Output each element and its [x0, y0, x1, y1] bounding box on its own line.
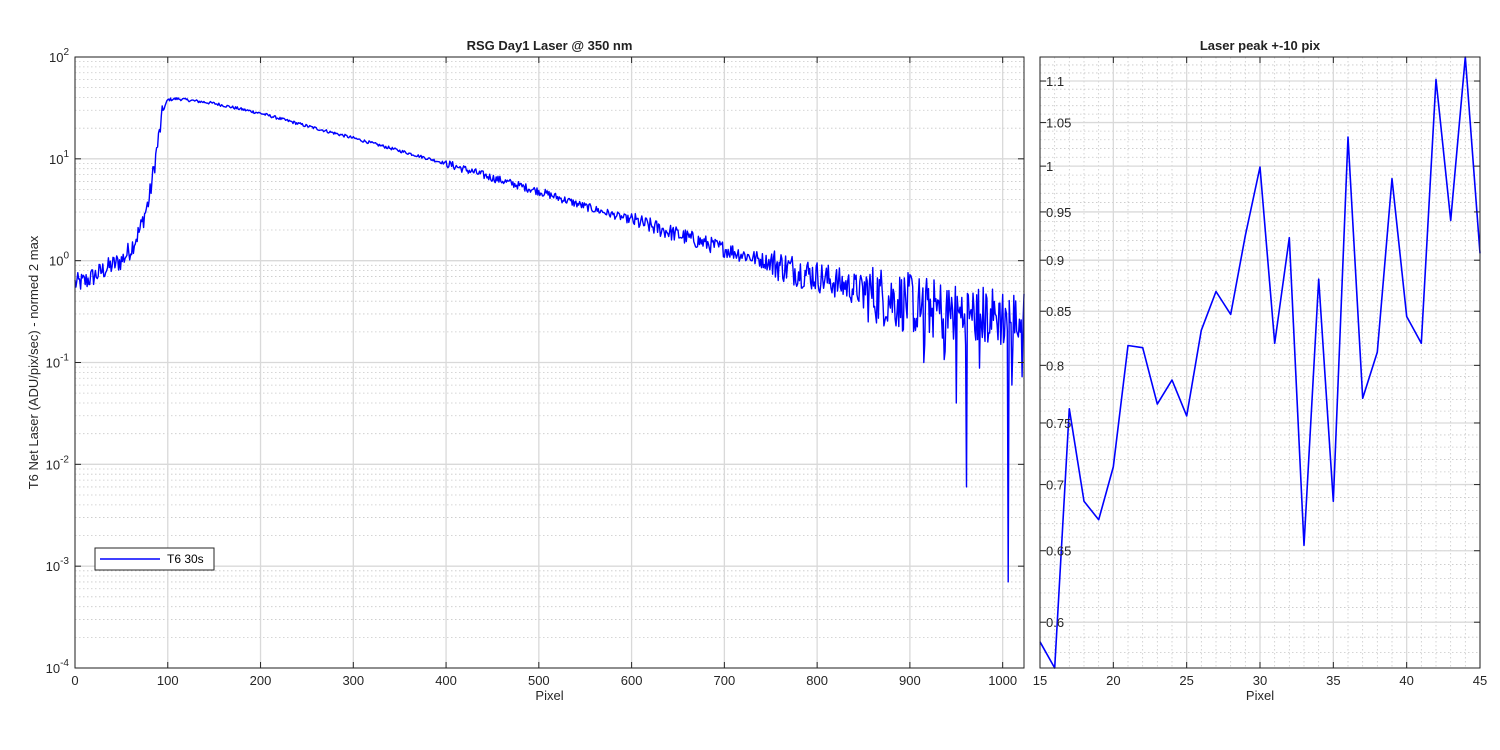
x-tick-label: 100 — [157, 673, 179, 688]
x-tick-label: 400 — [435, 673, 457, 688]
y-tick-exponent: -4 — [60, 658, 69, 669]
x-tick-label: 45 — [1473, 673, 1487, 688]
right-ticks: 15 20 25 30 35 40 45 0.6 0.65 0.7 0.75 0.8 0.85 0.9 0.… — [1033, 57, 1487, 688]
y-tick-label: 0.95 — [1046, 205, 1071, 220]
y-tick-label: 1.05 — [1046, 116, 1071, 131]
left-x-axis-label: Pixel — [535, 688, 563, 703]
y-tick-label: 0.9 — [1046, 253, 1064, 268]
y-tick-exponent: 1 — [63, 149, 69, 160]
y-tick-exponent: -3 — [60, 556, 69, 567]
x-tick-label: 1000 — [988, 673, 1017, 688]
x-tick-label: 15 — [1033, 673, 1047, 688]
right-x-axis-label: Pixel — [1246, 688, 1274, 703]
right-chart-title: Laser peak +-10 pix — [1200, 38, 1321, 53]
x-tick-label: 20 — [1106, 673, 1120, 688]
x-tick-label: 700 — [714, 673, 736, 688]
x-tick-label: 600 — [621, 673, 643, 688]
left-ticks: 0 100 200 300 400 500 600 700 800 900 100010210110… — [46, 47, 1024, 688]
left-chart-title: RSG Day1 Laser @ 350 nm — [467, 38, 633, 53]
x-tick-label: 0 — [71, 673, 78, 688]
y-tick-label: 101 — [49, 149, 69, 167]
y-tick-label: 1 — [1046, 159, 1053, 174]
x-tick-label: 800 — [806, 673, 828, 688]
x-tick-label: 30 — [1253, 673, 1267, 688]
y-tick-label: 102 — [49, 47, 69, 65]
y-tick-label: 0.7 — [1046, 478, 1064, 493]
y-tick-exponent: 2 — [63, 47, 69, 58]
y-tick-base: 10 — [46, 356, 60, 371]
x-tick-label: 900 — [899, 673, 921, 688]
y-tick-label: 0.75 — [1046, 416, 1071, 431]
left-series-line — [74, 97, 1025, 583]
legend: T6 30s — [94, 547, 215, 571]
y-tick-label: 0.8 — [1046, 358, 1064, 373]
right-grid — [1039, 57, 1481, 669]
x-tick-label: 200 — [250, 673, 272, 688]
x-tick-label: 25 — [1179, 673, 1193, 688]
y-tick-label: 10-4 — [46, 658, 70, 676]
right-series-line — [1039, 56, 1481, 669]
y-tick-label: 10-3 — [46, 556, 70, 574]
y-tick-base: 10 — [46, 661, 60, 676]
y-tick-base: 10 — [49, 254, 63, 269]
y-tick-label: 10-2 — [46, 454, 70, 472]
legend-label: T6 30s — [167, 552, 204, 566]
y-tick-base: 10 — [49, 50, 63, 65]
y-tick-label: 0.65 — [1046, 544, 1071, 559]
y-tick-label: 0.85 — [1046, 304, 1071, 319]
x-tick-label: 40 — [1399, 673, 1413, 688]
y-tick-base: 10 — [46, 559, 60, 574]
y-tick-label: 1.1 — [1046, 74, 1064, 89]
y-tick-exponent: -2 — [60, 454, 69, 465]
y-tick-label: 10-1 — [46, 353, 70, 371]
y-tick-label: 0.6 — [1046, 615, 1064, 630]
x-tick-label: 500 — [528, 673, 550, 688]
y-tick-base: 10 — [49, 152, 63, 167]
x-tick-label: 300 — [342, 673, 364, 688]
y-tick-base: 10 — [46, 457, 60, 472]
y-tick-exponent: -1 — [60, 353, 69, 364]
y-tick-exponent: 0 — [63, 251, 69, 262]
left-y-axis-label: T6 Net Laser (ADU/pix/sec) - normed 2 ma… — [26, 235, 41, 489]
right-chart: 15 20 25 30 35 40 45 0.6 0.65 0.7 0.75 0.8 0.85 0.9 0.… — [1033, 38, 1487, 703]
y-tick-label: 100 — [49, 251, 69, 269]
left-grid — [74, 56, 1024, 669]
left-chart: 0 100 200 300 400 500 600 700 800 900 100010210110… — [26, 38, 1025, 703]
x-tick-label: 35 — [1326, 673, 1340, 688]
